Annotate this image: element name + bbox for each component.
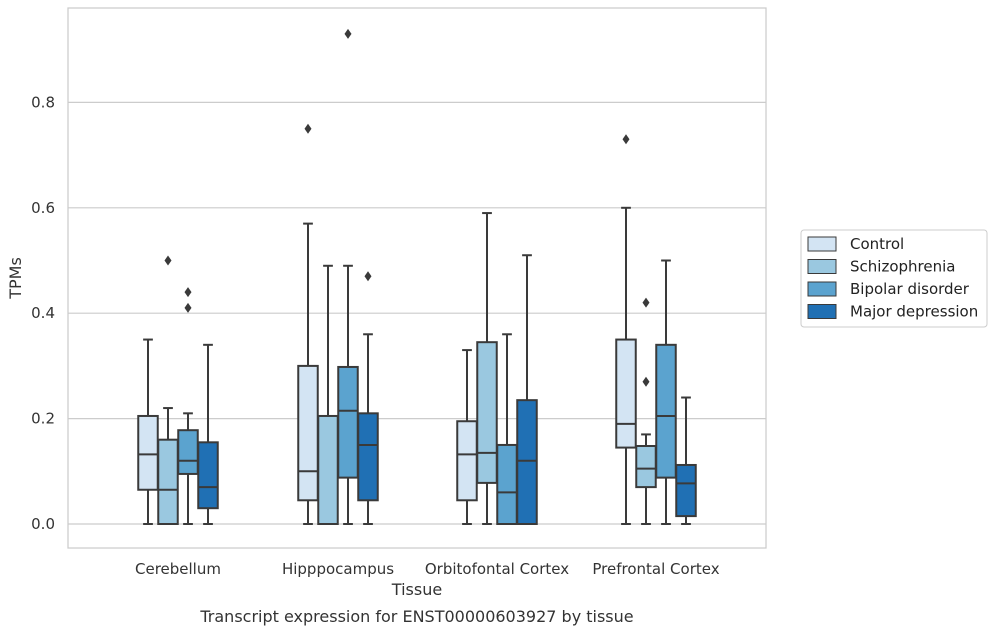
legend-swatch: [807, 281, 837, 297]
x-tick-label: Orbitofontal Cortex: [425, 560, 569, 578]
box-1-0: [157, 255, 179, 525]
box-body: [496, 443, 518, 526]
box-1-2: [476, 212, 498, 525]
box-2-3: [655, 259, 677, 525]
box-0-1: [297, 123, 319, 525]
legend-label: Major depression: [850, 303, 978, 321]
box-groups: [137, 28, 697, 526]
legend: Control Schizophrenia Bipolar disorder Majo…: [800, 229, 988, 328]
box-body: [317, 414, 339, 525]
legend-label: Control: [850, 235, 904, 253]
box-3-1: [357, 271, 379, 525]
box-body: [157, 438, 179, 525]
y-axis-label: TPMs: [6, 257, 25, 300]
legend-label: Schizophrenia: [850, 258, 955, 276]
x-axis-label: Tissue: [391, 580, 442, 599]
box-body: [197, 441, 219, 510]
box-body: [337, 365, 359, 479]
outlier-marker: [344, 28, 352, 39]
x-tick-label: Cerebellum: [135, 560, 221, 578]
outlier-marker: [642, 376, 650, 387]
outlier-marker: [184, 287, 192, 298]
outlier-marker: [304, 123, 312, 134]
box-body: [615, 338, 637, 449]
y-tick-label: 0.0: [31, 515, 55, 533]
box-0-0: [137, 338, 159, 525]
box-3-0: [197, 343, 219, 525]
outlier-marker: [642, 297, 650, 308]
outlier-marker: [364, 271, 372, 282]
box-1-3: [635, 297, 657, 525]
y-tick-label: 0.2: [31, 410, 55, 428]
x-tick-label: Hipppocampus: [282, 560, 394, 578]
box-body: [297, 364, 319, 502]
plot-frame: [67, 7, 767, 549]
y-tick-labels: 0.0 0.2 0.4 0.6 0.8: [31, 93, 55, 533]
box-2-1: [337, 28, 359, 525]
box-body: [675, 463, 697, 518]
box-body: [635, 445, 657, 489]
box-body: [177, 429, 199, 475]
box-3-3: [675, 396, 697, 525]
box-body: [357, 412, 379, 502]
box-0-2: [456, 349, 478, 525]
legend-swatch: [807, 304, 837, 319]
outlier-marker: [184, 302, 192, 313]
box-body: [456, 420, 478, 502]
x-tick-label: Prefrontal Cortex: [592, 560, 719, 578]
y-tick-label: 0.6: [31, 199, 55, 217]
box-2-0: [177, 287, 199, 525]
box-3-2: [516, 254, 538, 525]
box-1-1: [317, 264, 339, 525]
box-body: [516, 399, 538, 525]
legend-swatch: [807, 259, 837, 274]
y-tick-label: 0.4: [31, 304, 55, 322]
legend-frame: [800, 229, 988, 328]
legend-label: Bipolar disorder: [850, 280, 970, 298]
box-body: [137, 414, 159, 491]
chart-caption: Transcript expression for ENST0000060392…: [199, 607, 633, 626]
y-tick-label: 0.8: [31, 93, 55, 111]
box-0-3: [615, 134, 637, 525]
box-body: [655, 343, 677, 479]
outlier-marker: [164, 255, 172, 266]
x-tick-labels: Cerebellum Hipppocampus Orbitofontal Corte…: [135, 560, 720, 578]
outlier-marker: [622, 134, 630, 145]
legend-swatch: [807, 236, 837, 252]
box-body: [476, 341, 498, 484]
